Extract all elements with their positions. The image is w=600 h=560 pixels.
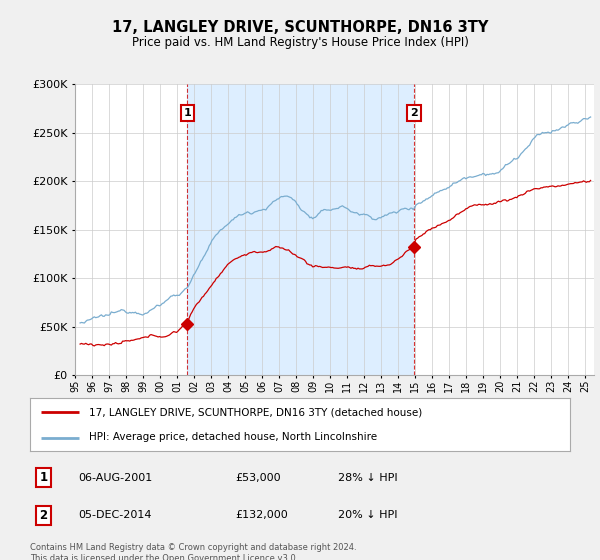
Text: HPI: Average price, detached house, North Lincolnshire: HPI: Average price, detached house, Nort… [89,432,377,442]
Text: 2: 2 [410,108,418,118]
Text: £132,000: £132,000 [235,510,288,520]
Text: 17, LANGLEY DRIVE, SCUNTHORPE, DN16 3TY (detached house): 17, LANGLEY DRIVE, SCUNTHORPE, DN16 3TY … [89,408,422,418]
Text: £53,000: £53,000 [235,473,281,483]
Text: 1: 1 [40,471,47,484]
Text: Price paid vs. HM Land Registry's House Price Index (HPI): Price paid vs. HM Land Registry's House … [131,36,469,49]
Text: 1: 1 [184,108,191,118]
Text: 28% ↓ HPI: 28% ↓ HPI [338,473,397,483]
Text: 20% ↓ HPI: 20% ↓ HPI [338,510,397,520]
Text: 05-DEC-2014: 05-DEC-2014 [79,510,152,520]
Bar [187,84,414,375]
Text: 2: 2 [40,509,47,522]
Text: 06-AUG-2001: 06-AUG-2001 [79,473,153,483]
Text: 17, LANGLEY DRIVE, SCUNTHORPE, DN16 3TY: 17, LANGLEY DRIVE, SCUNTHORPE, DN16 3TY [112,20,488,35]
Text: Contains HM Land Registry data © Crown copyright and database right 2024.
This d: Contains HM Land Registry data © Crown c… [30,543,356,560]
